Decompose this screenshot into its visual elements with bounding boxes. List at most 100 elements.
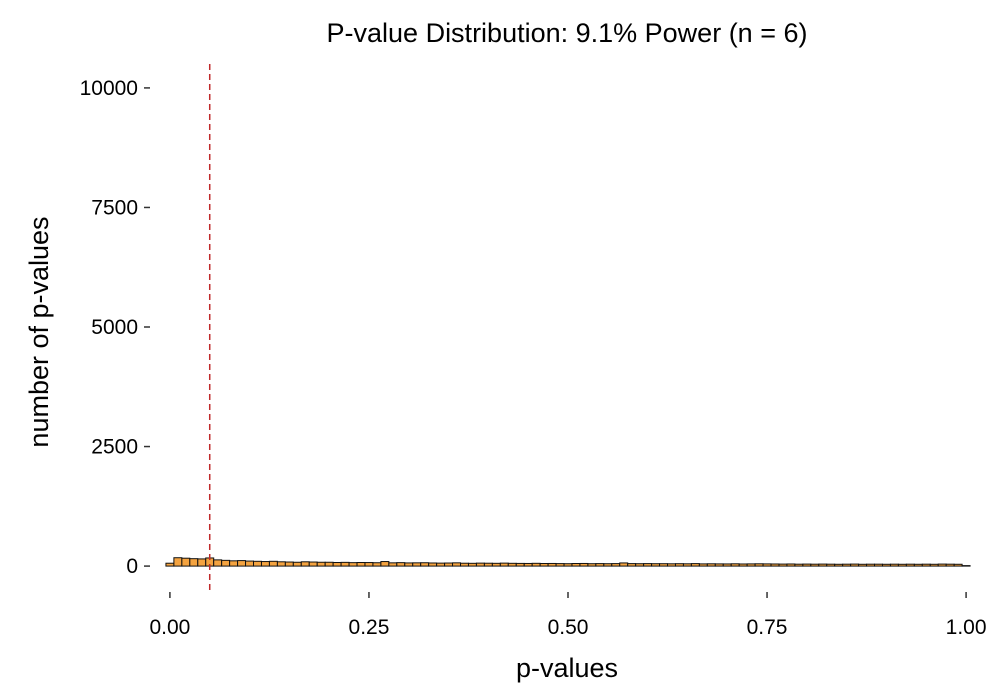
- histogram-bar: [388, 562, 398, 567]
- histogram-bar: [396, 562, 406, 567]
- histogram-bar: [380, 561, 390, 567]
- histogram-bar: [881, 563, 891, 567]
- histogram-bar: [690, 563, 700, 567]
- y-tick-label: 2500: [91, 436, 138, 459]
- histogram-bar: [643, 563, 653, 567]
- x-axis: 0.00 0.25 0.50 0.75 1.00: [149, 592, 987, 639]
- histogram-bar: [555, 563, 565, 567]
- histogram-bar: [173, 557, 183, 567]
- histogram-bar: [372, 562, 382, 567]
- histogram-bar: [651, 563, 661, 567]
- histogram-bar: [221, 559, 231, 567]
- histogram-bar: [905, 563, 915, 567]
- histogram-bar: [260, 561, 270, 567]
- histogram-bar: [213, 559, 223, 567]
- histogram-bar: [539, 563, 549, 567]
- x-tick-label: 0.00: [149, 616, 190, 639]
- histogram-bar: [324, 561, 334, 567]
- histogram-bar: [308, 561, 318, 567]
- histogram-bar: [635, 563, 645, 567]
- histogram-bar: [356, 562, 366, 567]
- histogram-bar: [738, 563, 748, 567]
- histogram-bar: [523, 562, 533, 567]
- histogram-bar: [404, 562, 414, 567]
- histogram-bar: [428, 562, 438, 567]
- histogram-bar: [730, 563, 740, 567]
- histogram-bar: [842, 563, 852, 567]
- histogram-bar: [802, 563, 812, 567]
- histogram-bar: [412, 562, 422, 567]
- histogram-bar: [953, 563, 963, 567]
- histogram-bar: [197, 558, 207, 567]
- histogram-bar: [300, 561, 310, 567]
- histogram-bar: [587, 563, 597, 567]
- histogram-bar: [889, 563, 899, 567]
- histogram-bar: [316, 561, 326, 567]
- y-axis: 0 2500 5000 7500 10000: [80, 77, 150, 578]
- histogram-bar: [786, 563, 796, 567]
- histogram-bar: [603, 563, 613, 567]
- histogram-bar: [659, 563, 669, 567]
- histogram-bar: [229, 560, 239, 567]
- histogram-bar: [810, 563, 820, 567]
- histogram-bar: [475, 562, 485, 567]
- histogram-bar: [714, 563, 724, 567]
- histogram-bar: [706, 563, 716, 567]
- histogram-bar: [818, 563, 828, 567]
- y-tick-label: 10000: [80, 77, 138, 100]
- histogram-bar: [491, 562, 501, 567]
- histogram-bar: [945, 563, 955, 567]
- histogram-bar: [364, 562, 374, 567]
- histogram-bar: [483, 562, 493, 567]
- x-tick-label: 0.50: [548, 616, 589, 639]
- histogram-bar: [698, 563, 708, 567]
- histogram-bar: [348, 562, 358, 567]
- histogram-bar: [770, 563, 780, 567]
- histogram-bar: [571, 563, 581, 567]
- histogram-bar: [245, 560, 255, 567]
- histogram-bar: [595, 563, 605, 567]
- histogram-bar: [754, 563, 764, 567]
- histogram-bar: [340, 561, 350, 567]
- y-tick-label: 5000: [91, 316, 138, 339]
- x-tick-label: 1.00: [946, 616, 987, 639]
- histogram-bar: [929, 563, 939, 567]
- x-axis-label: p-values: [516, 653, 618, 683]
- histogram-bar: [253, 560, 262, 567]
- bars: [165, 557, 971, 567]
- histogram-bar: [834, 563, 844, 567]
- histogram-bar: [467, 562, 477, 567]
- histogram-bar: [850, 563, 860, 567]
- histogram-bar: [189, 558, 199, 567]
- histogram-bar: [284, 561, 294, 567]
- histogram-bar: [547, 562, 557, 567]
- histogram-bar: [874, 563, 883, 567]
- histogram-bar: [237, 560, 247, 567]
- histogram-bar: [619, 562, 629, 567]
- histogram-bar: [961, 565, 971, 567]
- histogram-bar: [937, 563, 947, 567]
- histogram-bar: [627, 563, 637, 567]
- histogram-bar: [611, 563, 621, 567]
- histogram-bar: [165, 562, 175, 567]
- histogram-bar: [778, 563, 788, 567]
- histogram-bar: [452, 562, 462, 567]
- x-tick-label: 0.25: [349, 616, 390, 639]
- histogram-bar: [276, 561, 286, 567]
- histogram-bar: [499, 562, 509, 567]
- histogram-bar: [181, 557, 191, 567]
- histogram-bar: [674, 563, 684, 567]
- histogram-bar: [897, 563, 907, 567]
- histogram-bar: [794, 563, 804, 567]
- histogram-bar: [682, 563, 692, 567]
- histogram-bar: [460, 562, 469, 567]
- histogram-bar: [292, 561, 302, 567]
- x-tick-label: 0.75: [747, 616, 788, 639]
- histogram-bar: [268, 560, 278, 567]
- histogram-bar: [444, 562, 454, 567]
- histogram-bar: [563, 563, 573, 567]
- histogram-bar: [332, 562, 342, 567]
- histogram-bar: [858, 563, 868, 567]
- histogram-bar: [722, 563, 732, 567]
